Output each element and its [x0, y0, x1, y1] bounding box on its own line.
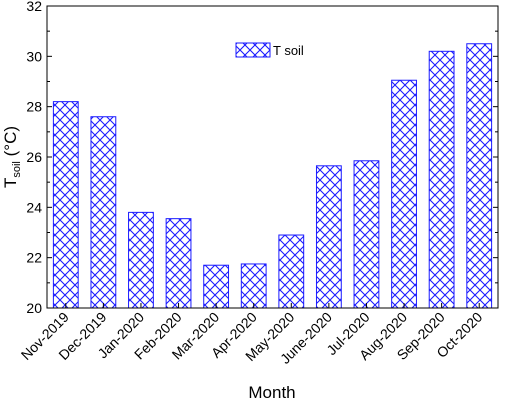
y-axis-title-unit: (°C) [1, 126, 20, 161]
bar-nov-2019 [52, 101, 79, 309]
legend-swatch [235, 42, 271, 58]
y-tick-label: 30 [26, 48, 42, 64]
y-axis-title-subscript: soil [11, 161, 23, 178]
bar-mar-2020 [203, 264, 230, 309]
bar-apr-2020 [240, 263, 267, 309]
legend: T soil [235, 42, 304, 58]
y-tick-label: 22 [26, 250, 42, 266]
legend-label: T soil [273, 43, 304, 58]
y-axis: 20 22 24 26 28 30 32 [26, 0, 498, 316]
y-axis-title: Tsoil (°C) [1, 126, 23, 188]
y-tick-label: 28 [26, 99, 42, 115]
y-axis-title-main: T [1, 178, 20, 188]
x-axis: Nov-2019Dec-2019Jan-2020Feb-2020Mar-2020… [18, 303, 485, 367]
bar-series-t-soil [52, 43, 493, 309]
bar-jul-2020 [353, 160, 380, 309]
x-axis-title: Month [248, 383, 295, 402]
bar-june-2020 [315, 165, 342, 309]
y-tick-label: 20 [26, 300, 42, 316]
bar-jan-2020 [128, 211, 154, 309]
bar-may-2020 [278, 234, 305, 309]
y-tick-label: 24 [26, 199, 42, 215]
y-tick-label: 26 [26, 149, 42, 165]
y-tick-label: 32 [26, 0, 42, 14]
bar-dec-2019 [90, 116, 117, 309]
bar-aug-2020 [391, 79, 417, 309]
bar-feb-2020 [165, 218, 192, 309]
bar-oct-2020 [466, 43, 493, 309]
bar-sep-2020 [428, 50, 455, 309]
